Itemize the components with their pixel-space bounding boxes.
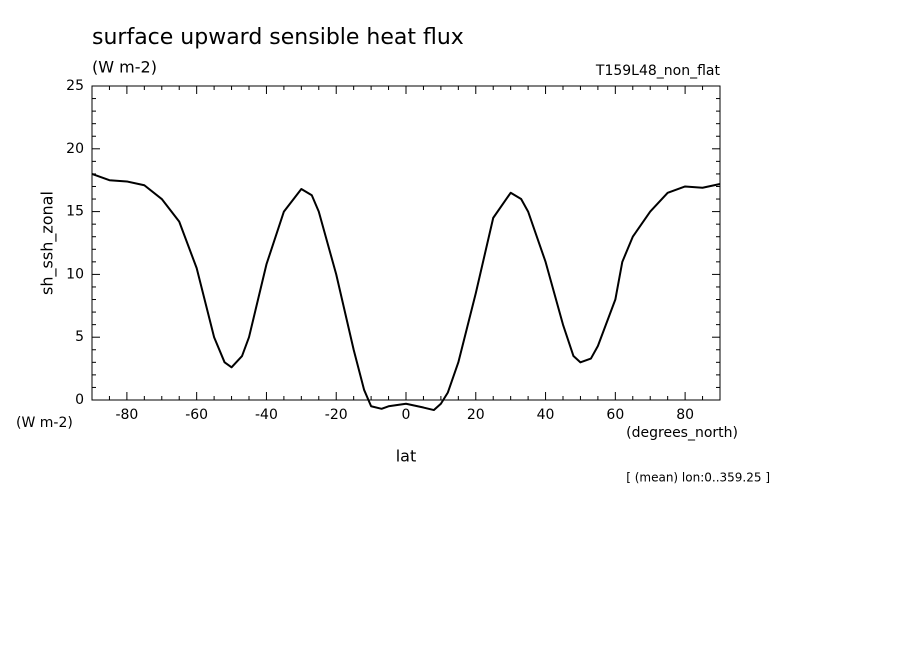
x-tick-label: -80 (115, 407, 138, 423)
y-tick-label: 25 (66, 78, 84, 94)
x-axis-label: lat (396, 447, 417, 466)
note: [ (mean) lon:0..359.25 ] (626, 471, 770, 485)
y-tick-label: 10 (66, 266, 84, 282)
x-tick-label: 80 (676, 407, 694, 423)
y-tick-label: 0 (75, 392, 84, 408)
data-line (91, 172, 721, 412)
x-tick-label: -20 (325, 407, 348, 423)
y-axis-label: sh_ssh_zonal (38, 191, 58, 295)
units: (W m-2) (92, 58, 157, 77)
x-tick-label: 20 (467, 407, 485, 423)
x-units: (degrees_north) (626, 425, 738, 441)
y-tick-label: 15 (66, 204, 84, 220)
x-tick-label: 40 (537, 407, 555, 423)
y-tick-label: 5 (75, 329, 84, 345)
y-units: (W m-2) (16, 415, 73, 431)
x-tick-label: -60 (185, 407, 208, 423)
y-tick-label: 20 (66, 141, 84, 157)
x-tick-label: 60 (606, 407, 624, 423)
x-tick-label: -40 (255, 407, 278, 423)
run-label: T159L48_non_flat (595, 63, 721, 79)
chart-title: surface upward sensible heat flux (92, 25, 464, 50)
x-tick-label: 0 (402, 407, 411, 423)
